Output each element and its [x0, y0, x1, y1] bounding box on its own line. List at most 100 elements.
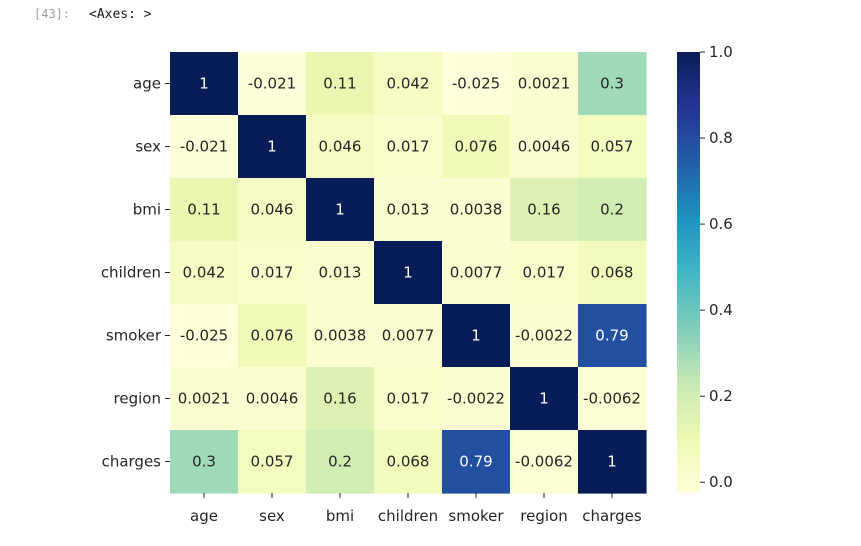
colorbar-tick-label: 0.6 — [709, 215, 733, 233]
colorbar-tick-label: 1.0 — [709, 43, 733, 61]
heatmap-cell — [442, 115, 511, 179]
heatmap-cell — [578, 367, 647, 431]
heatmap-cell — [578, 52, 647, 116]
y-tick-label: region — [114, 390, 161, 408]
cell-prompt: [43]: — [34, 7, 71, 21]
cell-annotation: 0.042 — [183, 264, 226, 282]
cell-annotation: 0.0038 — [314, 327, 367, 345]
cell-annotation: -0.0022 — [447, 390, 505, 408]
heatmap-cell — [510, 304, 579, 368]
cell-output-text: <Axes: > — [89, 7, 152, 22]
cell-annotation: 1 — [403, 264, 413, 282]
heatmap-cell — [510, 115, 579, 179]
heatmap-cell — [306, 304, 375, 368]
y-tick-label: smoker — [106, 327, 162, 345]
heatmap-cell — [442, 430, 511, 494]
heatmap-cell — [306, 52, 375, 116]
x-tick-label: bmi — [326, 507, 354, 525]
cell-annotation: 0.0046 — [518, 138, 571, 156]
y-tick-label: sex — [135, 138, 161, 156]
heatmap-cell — [442, 304, 511, 368]
colorbar — [677, 52, 700, 493]
x-tick-label: smoker — [448, 507, 504, 525]
cell-annotation: 0.057 — [591, 138, 634, 156]
cell-annotation: -0.025 — [452, 75, 500, 93]
cell-annotation: -0.0062 — [583, 390, 641, 408]
heatmap-cell — [510, 52, 579, 116]
heatmap-cell — [306, 178, 375, 242]
cell-annotation: 0.076 — [455, 138, 498, 156]
x-tick-label: sex — [259, 507, 285, 525]
cell-annotation: 0.0046 — [246, 390, 299, 408]
heatmap-cell — [306, 241, 375, 305]
cell-annotation: 0.013 — [319, 264, 362, 282]
cell-annotation: -0.021 — [180, 138, 228, 156]
cell-annotation: 0.2 — [600, 201, 624, 219]
heatmap-cell — [510, 178, 579, 242]
x-tick-label: children — [378, 507, 438, 525]
colorbar-tick-label: 0.0 — [709, 473, 733, 491]
heatmap-cell — [510, 367, 579, 431]
heatmap-cell — [238, 304, 307, 368]
heatmap-cell — [374, 304, 443, 368]
x-tick-label: age — [190, 507, 218, 525]
cell-annotation: 0.3 — [192, 453, 216, 471]
heatmap-cell — [238, 241, 307, 305]
cell-annotation: 0.017 — [523, 264, 566, 282]
cell-annotation: -0.025 — [180, 327, 228, 345]
heatmap-cell — [374, 367, 443, 431]
cell-annotation: 0.0021 — [178, 390, 231, 408]
cell-annotation: 0.0077 — [382, 327, 435, 345]
y-tick-label: children — [101, 264, 161, 282]
heatmap-cell — [442, 52, 511, 116]
heatmap-cell — [578, 178, 647, 242]
heatmap-cell — [374, 241, 443, 305]
heatmap-cell — [170, 115, 239, 179]
heatmap-cell — [238, 52, 307, 116]
cell-annotation: 1 — [199, 75, 209, 93]
heatmap-cell — [306, 430, 375, 494]
cell-annotation: 0.017 — [387, 390, 430, 408]
heatmap-cell — [170, 241, 239, 305]
colorbar-tick-label: 0.4 — [709, 301, 733, 319]
cell-annotation: 1 — [539, 390, 549, 408]
cell-annotation: 0.2 — [328, 453, 352, 471]
colorbar-tick-label: 0.8 — [709, 129, 733, 147]
cell-annotation: -0.0022 — [515, 327, 573, 345]
heatmap-cell — [374, 178, 443, 242]
heatmap-cell — [578, 241, 647, 305]
heatmap-cell — [510, 430, 579, 494]
cell-annotation: 1 — [471, 327, 481, 345]
heatmap-cell — [442, 178, 511, 242]
cell-annotation: 0.057 — [251, 453, 294, 471]
colorbar-tick-label: 0.2 — [709, 387, 733, 405]
y-tick-label: age — [133, 75, 161, 93]
heatmap-cell — [170, 178, 239, 242]
heatmap-cell — [170, 304, 239, 368]
cell-annotation: 0.013 — [387, 201, 430, 219]
y-tick-label: charges — [102, 453, 162, 471]
cell-annotation: 0.3 — [600, 75, 624, 93]
cell-annotation: 0.11 — [323, 75, 356, 93]
heatmap-cell — [238, 178, 307, 242]
cell-annotation: 0.068 — [387, 453, 430, 471]
cell-annotation: 0.017 — [387, 138, 430, 156]
x-tick-label: charges — [582, 507, 642, 525]
x-tick-label: region — [520, 507, 567, 525]
heatmap-cell — [374, 115, 443, 179]
heatmap-cell — [170, 430, 239, 494]
heatmap-cell — [374, 430, 443, 494]
cell-annotation: 0.076 — [251, 327, 294, 345]
heatmap-cell — [442, 367, 511, 431]
heatmap-cell — [578, 304, 647, 368]
cell-annotation: 0.11 — [187, 201, 220, 219]
y-tick-label: bmi — [133, 201, 161, 219]
cell-annotation: 0.0021 — [518, 75, 571, 93]
heatmap-cell — [374, 52, 443, 116]
heatmap-cell — [238, 115, 307, 179]
heatmap-cell — [510, 241, 579, 305]
heatmap-cell — [170, 52, 239, 116]
cell-annotation: 0.16 — [527, 201, 560, 219]
cell-annotation: 0.046 — [251, 201, 294, 219]
